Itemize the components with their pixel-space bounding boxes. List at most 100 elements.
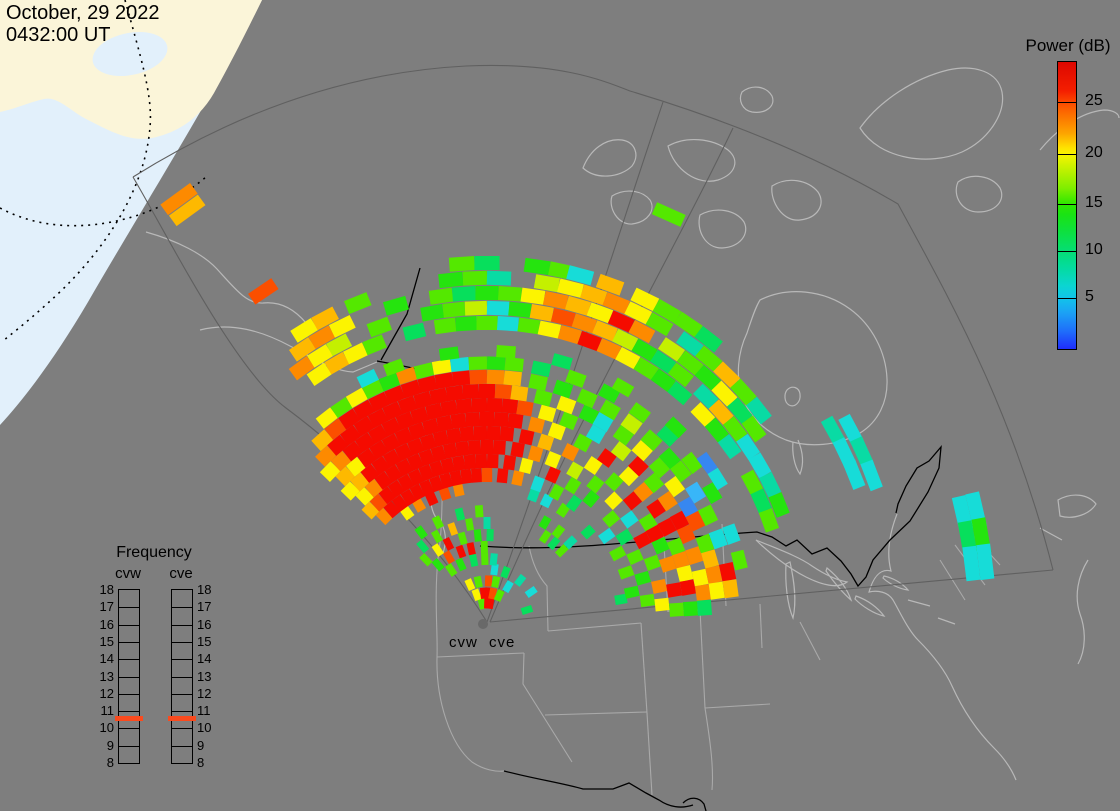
echo-cell bbox=[612, 328, 639, 352]
echo-cell bbox=[168, 194, 206, 227]
frequency-column-label-cvw: cvw bbox=[115, 565, 141, 582]
echo-cell bbox=[431, 543, 445, 557]
echo-cell bbox=[666, 582, 683, 598]
echo-cell bbox=[493, 412, 509, 427]
echo-cell bbox=[962, 545, 981, 582]
echo-cell bbox=[537, 433, 555, 452]
echo-cell bbox=[474, 256, 500, 270]
echo-cell bbox=[486, 300, 510, 316]
echo-cell bbox=[496, 468, 509, 484]
echo-cell bbox=[740, 469, 764, 495]
echo-cell bbox=[526, 487, 541, 503]
echo-cell bbox=[730, 378, 757, 406]
echo-cell bbox=[579, 284, 608, 306]
echo-cell bbox=[395, 411, 415, 431]
echo-cell bbox=[460, 468, 473, 485]
echo-cell bbox=[459, 426, 475, 442]
echo-cell bbox=[395, 458, 414, 477]
echo-cell bbox=[708, 581, 725, 600]
echo-cell bbox=[516, 400, 534, 417]
echo-cell bbox=[374, 471, 393, 490]
echo-cell bbox=[335, 466, 356, 487]
echo-cell bbox=[429, 460, 445, 478]
echo-cell bbox=[602, 510, 621, 528]
echo-cell bbox=[311, 429, 334, 452]
echo-cell bbox=[517, 317, 541, 335]
echo-cell bbox=[633, 531, 652, 550]
echo-cell bbox=[480, 540, 489, 554]
echo-cell bbox=[469, 369, 488, 385]
echo-cell bbox=[439, 472, 454, 489]
echo-cell bbox=[640, 429, 663, 452]
frequency-scale-division bbox=[119, 676, 139, 678]
echo-cell bbox=[652, 298, 682, 324]
echo-cell bbox=[527, 445, 544, 463]
echo-cell bbox=[599, 399, 621, 421]
frequency-scale-division bbox=[172, 607, 192, 609]
frequency-tick-label: 8 bbox=[197, 755, 205, 770]
echo-cell bbox=[645, 524, 665, 543]
colorbar-tick bbox=[1058, 251, 1076, 253]
echo-cell bbox=[722, 416, 748, 443]
fov-outer-arc bbox=[132, 64, 1054, 571]
echo-cell bbox=[745, 396, 772, 425]
echo-cell bbox=[664, 416, 687, 439]
echo-cell bbox=[479, 412, 495, 426]
echo-cell bbox=[478, 384, 496, 398]
echo-cell bbox=[400, 488, 417, 507]
state-borders bbox=[435, 451, 1001, 796]
echo-cell bbox=[657, 490, 678, 512]
echo-cell bbox=[524, 585, 538, 599]
echo-cell bbox=[440, 457, 455, 474]
echo-cell bbox=[315, 407, 339, 429]
echo-cell bbox=[520, 604, 534, 616]
echo-cell bbox=[450, 413, 467, 429]
echo-cell bbox=[620, 413, 643, 435]
echo-cell bbox=[465, 517, 475, 532]
echo-cell bbox=[577, 330, 602, 352]
echo-cell bbox=[315, 445, 337, 467]
timestamp: October, 29 2022 0432:00 UT bbox=[6, 2, 159, 46]
echo-cell bbox=[375, 507, 393, 526]
echo-cell bbox=[559, 411, 579, 431]
echo-cell bbox=[492, 439, 506, 455]
echo-cell bbox=[711, 380, 738, 407]
echo-cell bbox=[650, 349, 677, 374]
echo-cell bbox=[368, 391, 391, 412]
echo-cell bbox=[381, 417, 402, 437]
frequency-scale-division bbox=[119, 693, 139, 695]
echo-cell bbox=[685, 510, 706, 532]
echo-cell bbox=[353, 416, 375, 437]
echo-cell bbox=[681, 451, 703, 475]
echo-cell bbox=[367, 424, 389, 445]
echo-cell bbox=[361, 501, 380, 520]
frequency-column-label-cve: cve bbox=[169, 565, 193, 582]
echo-cell bbox=[356, 368, 379, 389]
echo-cell bbox=[442, 550, 456, 565]
echo-cell bbox=[324, 418, 347, 440]
echo-cell bbox=[457, 531, 468, 546]
echo-cell bbox=[493, 589, 505, 603]
echo-cell bbox=[585, 424, 607, 445]
frequency-scale-division bbox=[119, 641, 139, 643]
echo-cell bbox=[434, 372, 454, 390]
echo-cell bbox=[407, 468, 425, 487]
echo-cell bbox=[462, 270, 488, 286]
echo-cell bbox=[420, 303, 445, 322]
echo-cell bbox=[565, 369, 587, 388]
frequency-scale-division bbox=[172, 676, 192, 678]
echo-cell bbox=[471, 588, 482, 602]
echo-cell bbox=[486, 369, 505, 385]
echo-cell bbox=[860, 459, 883, 492]
echo-cell bbox=[381, 433, 401, 453]
echo-cell bbox=[438, 271, 464, 289]
frequency-scale-cvw bbox=[118, 589, 140, 764]
echo-cell bbox=[548, 483, 565, 501]
frequency-scale-division bbox=[172, 745, 192, 747]
echo-cell bbox=[533, 389, 553, 407]
echo-cell bbox=[464, 578, 476, 592]
echo-cell bbox=[676, 350, 704, 376]
echo-cell bbox=[366, 316, 393, 338]
echo-cell bbox=[586, 474, 605, 494]
echo-cell bbox=[651, 536, 670, 555]
